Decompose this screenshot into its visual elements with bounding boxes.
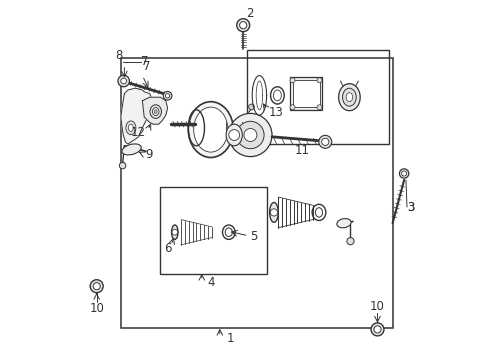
Text: 5: 5 xyxy=(250,230,258,243)
Circle shape xyxy=(244,129,257,141)
Text: 11: 11 xyxy=(295,144,310,157)
Text: 10: 10 xyxy=(370,300,385,313)
Ellipse shape xyxy=(126,121,136,135)
Circle shape xyxy=(172,229,178,235)
Circle shape xyxy=(118,75,129,87)
Ellipse shape xyxy=(273,90,281,101)
Circle shape xyxy=(90,280,103,293)
Ellipse shape xyxy=(194,107,228,152)
Ellipse shape xyxy=(154,110,157,113)
Ellipse shape xyxy=(152,108,159,116)
Polygon shape xyxy=(121,88,153,144)
Circle shape xyxy=(229,113,272,157)
Ellipse shape xyxy=(150,105,162,118)
Circle shape xyxy=(270,209,277,216)
Circle shape xyxy=(163,91,172,100)
Ellipse shape xyxy=(225,228,232,237)
Bar xyxy=(247,50,389,144)
Ellipse shape xyxy=(226,124,242,146)
Ellipse shape xyxy=(270,202,278,222)
Ellipse shape xyxy=(337,219,351,228)
Text: 2: 2 xyxy=(245,7,253,20)
Ellipse shape xyxy=(316,208,322,217)
Bar xyxy=(293,80,319,107)
Ellipse shape xyxy=(339,84,360,111)
Text: 4: 4 xyxy=(207,276,215,289)
Circle shape xyxy=(237,121,264,149)
Circle shape xyxy=(371,323,384,336)
Ellipse shape xyxy=(172,225,178,239)
Circle shape xyxy=(402,171,407,176)
Ellipse shape xyxy=(346,93,353,102)
Polygon shape xyxy=(143,97,168,124)
Circle shape xyxy=(166,94,170,98)
Circle shape xyxy=(290,78,295,83)
Circle shape xyxy=(237,19,250,32)
Ellipse shape xyxy=(128,124,133,131)
Circle shape xyxy=(290,105,295,110)
Text: 6: 6 xyxy=(164,242,171,255)
Circle shape xyxy=(120,162,126,169)
Ellipse shape xyxy=(122,144,141,155)
Text: 7: 7 xyxy=(141,55,149,68)
Circle shape xyxy=(321,138,329,145)
Text: 9: 9 xyxy=(145,148,152,161)
Circle shape xyxy=(374,326,381,333)
Text: 13: 13 xyxy=(269,106,283,119)
Bar xyxy=(121,58,392,328)
Circle shape xyxy=(229,130,240,140)
Circle shape xyxy=(399,169,409,178)
Circle shape xyxy=(319,135,332,148)
Ellipse shape xyxy=(188,102,233,158)
Text: 12: 12 xyxy=(131,126,146,139)
Bar xyxy=(290,77,322,110)
Circle shape xyxy=(93,283,100,290)
Text: 7: 7 xyxy=(144,60,151,73)
Circle shape xyxy=(248,104,254,110)
Circle shape xyxy=(347,238,354,245)
Ellipse shape xyxy=(343,88,356,106)
Text: 8: 8 xyxy=(115,49,122,62)
Text: 10: 10 xyxy=(89,302,104,315)
Bar xyxy=(160,187,267,274)
Circle shape xyxy=(317,78,322,83)
Circle shape xyxy=(317,105,322,110)
Text: 3: 3 xyxy=(407,201,414,213)
Circle shape xyxy=(240,22,247,29)
Circle shape xyxy=(121,78,126,84)
Text: 1: 1 xyxy=(226,332,234,345)
Text: 3: 3 xyxy=(407,201,414,213)
